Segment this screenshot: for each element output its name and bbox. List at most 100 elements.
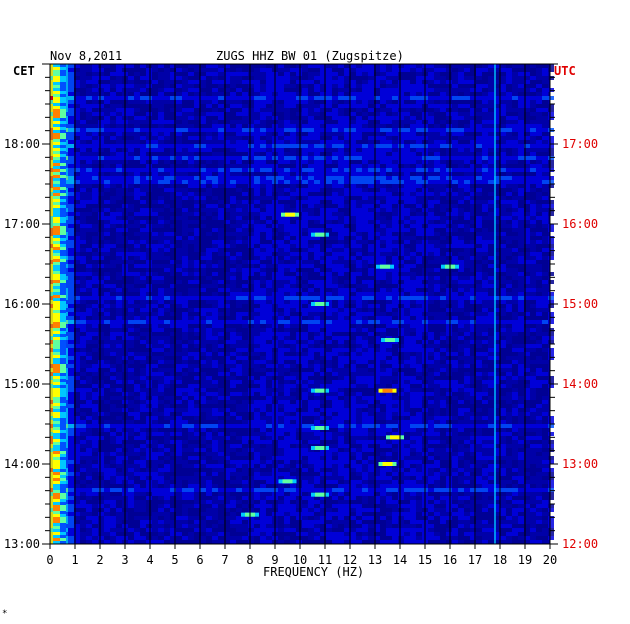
spectrogram-cell — [200, 124, 206, 128]
spectrogram-cell — [290, 320, 296, 324]
spectrogram-cell — [266, 280, 272, 284]
spectrogram-cell — [254, 360, 260, 364]
spectrogram-cell — [524, 280, 530, 284]
spectrogram-cell — [236, 276, 242, 280]
spectrogram-cell — [530, 160, 536, 164]
spectrogram-cell — [464, 192, 470, 196]
spectrogram-cell — [182, 288, 188, 292]
spectrogram-cell — [446, 268, 452, 272]
spectrogram-cell — [518, 68, 524, 72]
spectrogram-cell — [434, 304, 440, 308]
spectrogram-cell — [194, 168, 200, 172]
spectrogram-cell — [206, 156, 212, 160]
spectrogram-cell — [176, 84, 182, 88]
spectrogram-cell — [110, 192, 116, 196]
spectrogram-cell — [356, 144, 362, 148]
spectrogram-cell — [242, 332, 248, 336]
spectrogram-cell — [266, 160, 272, 164]
spectrogram-cell — [254, 232, 260, 236]
spectrogram-cell — [200, 148, 206, 152]
spectrogram-cell — [368, 212, 374, 216]
spectrogram-cell — [362, 340, 368, 344]
spectrogram-cell — [488, 372, 494, 376]
spectrogram-cell — [464, 128, 470, 132]
spectrogram-cell — [464, 96, 470, 100]
spectrogram-cell — [80, 368, 86, 372]
spectrogram-cell — [476, 136, 482, 140]
spectrogram-cell — [530, 312, 536, 316]
spectrogram-cell — [194, 140, 200, 144]
spectrogram-cell — [374, 192, 380, 196]
spectrogram-cell — [200, 144, 206, 148]
spectrogram-cell — [80, 148, 86, 152]
spectrogram-cell — [224, 184, 230, 188]
spectrogram-cell — [506, 128, 512, 132]
spectrogram-cell — [476, 92, 482, 96]
spectrogram-cell — [308, 324, 314, 328]
spectrogram-cell — [374, 120, 380, 124]
spectrogram-cell — [242, 160, 248, 164]
spectrogram-cell — [536, 348, 542, 352]
spectrogram-cell — [308, 240, 314, 244]
spectrogram-cell — [92, 216, 98, 220]
spectrogram-cell — [206, 348, 212, 352]
spectrogram-cell — [92, 212, 98, 216]
spectrogram-cell — [512, 244, 518, 248]
spectrogram-cell — [344, 328, 350, 332]
spectrogram-cell — [296, 356, 302, 360]
spectrogram-cell — [338, 84, 344, 88]
spectrogram-cell — [542, 296, 548, 300]
spectrogram-cell — [92, 104, 98, 108]
spectrogram-cell — [488, 360, 494, 364]
spectrogram-cell — [74, 380, 80, 384]
spectrogram-cell — [464, 184, 470, 188]
spectrogram-cell — [152, 92, 158, 96]
spectrogram-cell — [506, 148, 512, 152]
spectrogram-cell — [356, 348, 362, 352]
spectrogram-cell — [164, 176, 170, 180]
spectrogram-cell — [242, 140, 248, 144]
spectrogram-cell — [116, 284, 122, 288]
spectrogram-cell — [458, 224, 464, 228]
spectrogram-cell — [308, 220, 314, 224]
spectrogram-cell — [116, 148, 122, 152]
spectrogram-cell — [482, 180, 488, 184]
spectrogram-cell — [302, 252, 308, 256]
spectrogram-cell — [110, 188, 116, 192]
spectrogram-cell — [92, 360, 98, 364]
spectrogram-cell — [314, 164, 320, 168]
spectrogram-cell — [494, 272, 500, 276]
spectrogram-cell — [482, 80, 488, 84]
spectrogram-cell — [266, 368, 272, 372]
spectrogram-cell — [212, 372, 218, 376]
spectrogram-cell — [518, 372, 524, 376]
spectrogram-cell — [458, 336, 464, 340]
spectrogram-cell — [128, 276, 134, 280]
spectrogram-cell — [470, 108, 476, 112]
spectrogram-cell — [548, 272, 554, 276]
spectrogram-cell — [350, 200, 356, 204]
spectrogram-cell — [74, 100, 80, 104]
spectrogram-cell — [224, 80, 230, 84]
spectrogram-cell — [404, 304, 410, 308]
spectrogram-cell — [338, 280, 344, 284]
spectrogram-cell — [344, 172, 350, 176]
spectrogram-cell — [290, 384, 296, 388]
spectrogram-cell — [500, 152, 506, 156]
spectrogram-cell — [518, 124, 524, 128]
spectrogram-cell — [248, 260, 254, 264]
spectrogram-cell — [290, 112, 296, 116]
spectrogram-cell — [512, 68, 518, 72]
spectrogram-cell — [170, 244, 176, 248]
spectrogram-cell — [536, 84, 542, 88]
spectrogram-cell — [524, 156, 530, 160]
spectrogram-cell — [350, 72, 356, 76]
spectrogram-cell — [266, 248, 272, 252]
spectrogram-cell — [410, 200, 416, 204]
spectrogram-cell — [392, 96, 398, 100]
spectrogram-cell — [446, 160, 452, 164]
spectrogram-cell — [548, 140, 554, 144]
spectrogram-cell — [182, 256, 188, 260]
spectrogram-cell — [248, 196, 254, 200]
spectrogram-cell — [218, 356, 224, 360]
